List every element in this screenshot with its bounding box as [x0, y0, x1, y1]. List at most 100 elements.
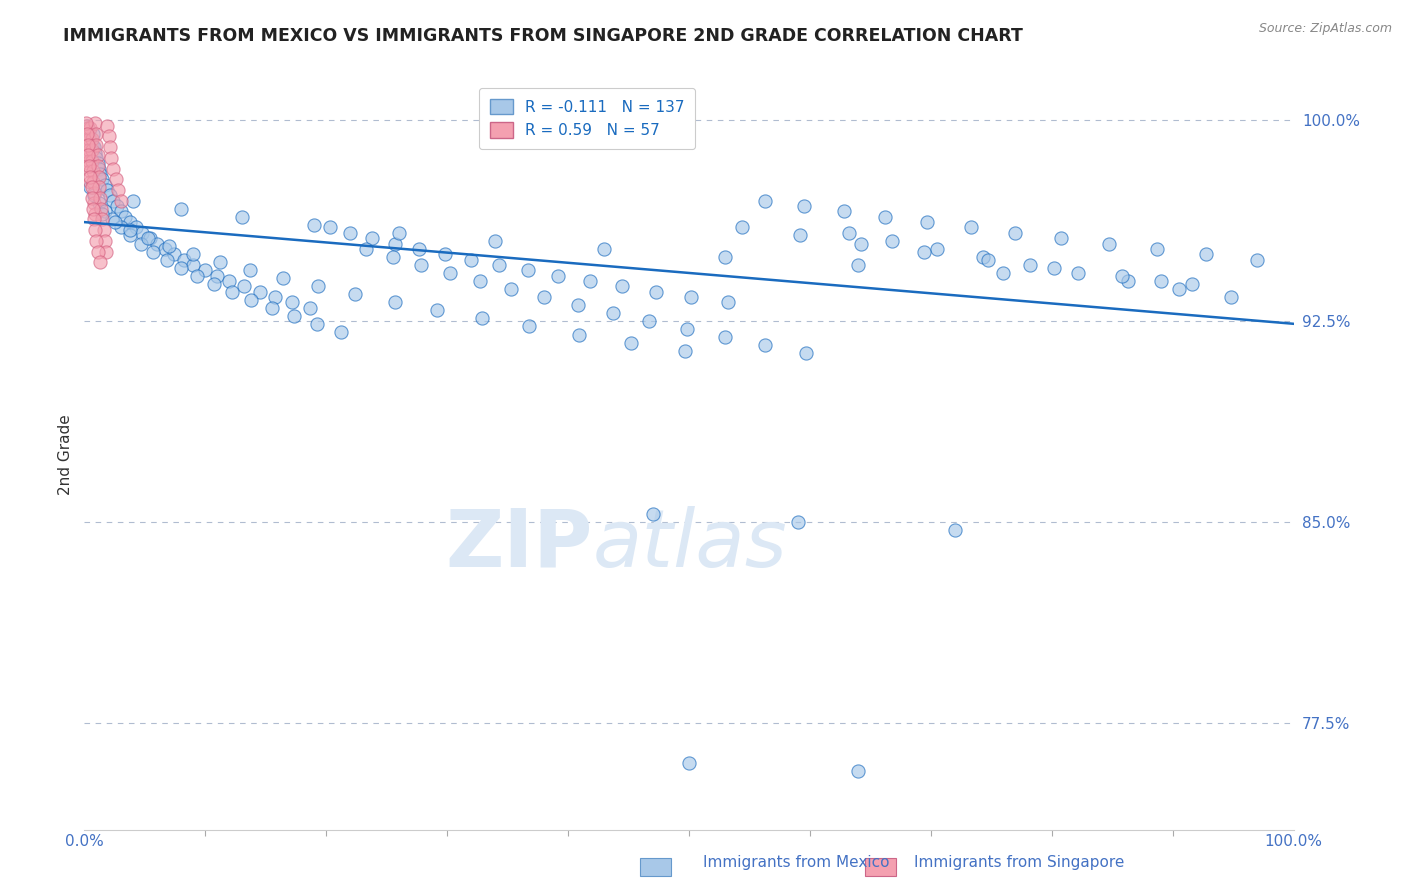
Point	[433, 247, 456, 261]
Point	[121, 194, 143, 208]
Point	[170, 260, 193, 275]
Text: Immigrants from Singapore: Immigrants from Singapore	[914, 855, 1125, 870]
Point	[87, 169, 110, 184]
Point	[1004, 226, 1026, 240]
Point	[89, 167, 111, 181]
Point	[138, 231, 160, 245]
Point	[1067, 266, 1090, 280]
Point	[104, 172, 127, 186]
Point	[84, 116, 107, 130]
Point	[384, 295, 406, 310]
Point	[426, 303, 449, 318]
Point	[714, 250, 737, 264]
Point	[239, 263, 262, 277]
Point	[1116, 274, 1139, 288]
Point	[409, 258, 432, 272]
Point	[83, 140, 105, 154]
Point	[794, 346, 817, 360]
Point	[87, 161, 110, 176]
Point	[567, 298, 589, 312]
Point	[1111, 268, 1133, 283]
Point	[846, 258, 869, 272]
Point	[83, 212, 105, 227]
Point	[384, 236, 406, 251]
Point	[754, 194, 776, 208]
Point	[1149, 274, 1171, 288]
Point	[568, 327, 591, 342]
Point	[79, 180, 101, 194]
Point	[281, 295, 304, 310]
Point	[186, 268, 208, 283]
Point	[75, 116, 97, 130]
Point	[339, 226, 361, 240]
Point	[673, 343, 696, 358]
Point	[98, 140, 121, 154]
Point	[943, 523, 966, 537]
Point	[79, 169, 101, 184]
Point	[131, 226, 153, 240]
Point	[305, 317, 328, 331]
Point	[80, 143, 103, 157]
Point	[80, 191, 103, 205]
Point	[76, 124, 98, 138]
Point	[208, 255, 231, 269]
Point	[880, 234, 903, 248]
Point	[77, 121, 100, 136]
Point	[86, 234, 108, 248]
Point	[83, 188, 105, 202]
Point	[76, 135, 98, 149]
Point	[207, 268, 229, 283]
Point	[645, 285, 668, 299]
Point	[260, 301, 283, 315]
Point	[793, 199, 815, 213]
Point	[173, 252, 195, 267]
Point	[846, 764, 869, 778]
Point	[104, 215, 127, 229]
Point	[86, 127, 108, 141]
Point	[103, 161, 125, 176]
Point	[912, 244, 935, 259]
Point	[100, 151, 122, 165]
Point	[89, 191, 111, 205]
Point	[77, 159, 100, 173]
Point	[221, 285, 243, 299]
Point	[593, 242, 616, 256]
Point	[468, 274, 491, 288]
Point	[82, 164, 104, 178]
Point	[110, 204, 132, 219]
Point	[86, 151, 108, 165]
Point	[849, 236, 872, 251]
Point	[79, 132, 101, 146]
Point	[77, 132, 100, 146]
Point	[146, 236, 169, 251]
Point	[264, 290, 287, 304]
Legend: R = -0.111   N = 137, R = 0.59   N = 57: R = -0.111 N = 137, R = 0.59 N = 57	[479, 88, 695, 149]
Point	[103, 194, 125, 208]
Point	[86, 244, 108, 259]
Point	[75, 129, 97, 144]
Point	[94, 178, 117, 192]
Point	[1246, 252, 1268, 267]
Point	[94, 234, 117, 248]
Point	[80, 180, 103, 194]
Point	[101, 212, 124, 227]
Point	[240, 293, 263, 307]
Point	[77, 156, 100, 170]
Point	[125, 220, 148, 235]
Point	[94, 204, 117, 219]
Point	[302, 218, 325, 232]
Point	[838, 226, 860, 240]
Point	[1019, 258, 1042, 272]
Point	[181, 258, 204, 272]
Point	[1195, 247, 1218, 261]
Point	[120, 223, 142, 237]
Point	[114, 210, 136, 224]
Point	[76, 127, 98, 141]
Point	[80, 137, 103, 152]
Point	[93, 223, 115, 237]
Point	[620, 335, 643, 350]
Point	[82, 175, 104, 189]
Point	[976, 252, 998, 267]
Point	[77, 153, 100, 168]
Point	[120, 228, 142, 243]
